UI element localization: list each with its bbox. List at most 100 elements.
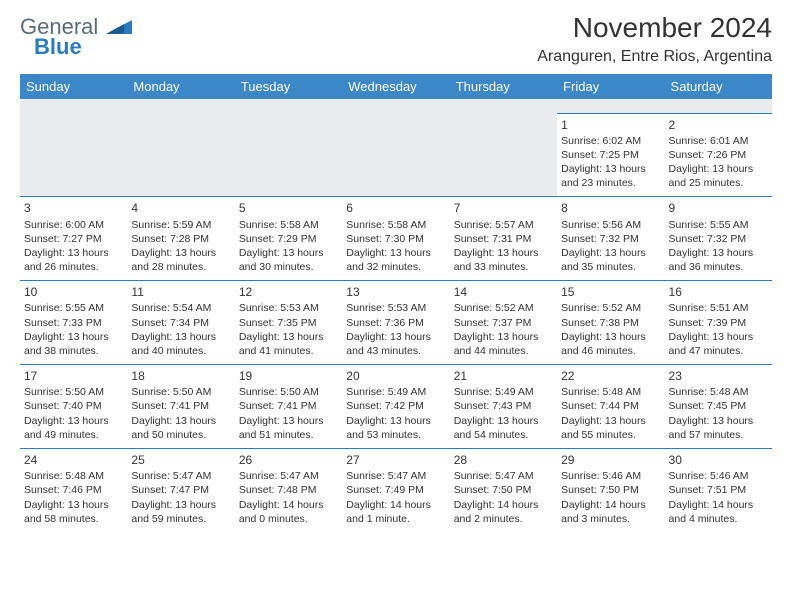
d2-line: and 36 minutes. xyxy=(669,260,768,274)
d2-line: and 54 minutes. xyxy=(454,428,553,442)
d1-line: Daylight: 14 hours xyxy=(669,498,768,512)
day-number: 2 xyxy=(669,117,768,133)
sunset-line: Sunset: 7:44 PM xyxy=(561,399,660,413)
calendar-body: 1Sunrise: 6:02 AMSunset: 7:25 PMDaylight… xyxy=(20,99,772,532)
day-number: 8 xyxy=(561,200,660,216)
logo-text: General Blue xyxy=(20,16,132,58)
sunrise-line: Sunrise: 5:50 AM xyxy=(131,385,230,399)
d1-line: Daylight: 13 hours xyxy=(346,330,445,344)
sunset-line: Sunset: 7:26 PM xyxy=(669,148,768,162)
d2-line: and 57 minutes. xyxy=(669,428,768,442)
sunrise-line: Sunrise: 5:47 AM xyxy=(131,469,230,483)
d2-line: and 26 minutes. xyxy=(24,260,123,274)
d1-line: Daylight: 13 hours xyxy=(454,414,553,428)
logo-blue: Blue xyxy=(34,36,132,58)
day-number: 1 xyxy=(561,117,660,133)
day-cell: 21Sunrise: 5:49 AMSunset: 7:43 PMDayligh… xyxy=(450,365,557,449)
day-cell: 5Sunrise: 5:58 AMSunset: 7:29 PMDaylight… xyxy=(235,197,342,281)
calendar-row: 17Sunrise: 5:50 AMSunset: 7:40 PMDayligh… xyxy=(20,365,772,449)
day-number: 6 xyxy=(346,200,445,216)
d2-line: and 50 minutes. xyxy=(131,428,230,442)
d1-line: Daylight: 13 hours xyxy=(24,246,123,260)
sunrise-line: Sunrise: 5:58 AM xyxy=(239,218,338,232)
day-number: 24 xyxy=(24,452,123,468)
sunrise-line: Sunrise: 5:46 AM xyxy=(669,469,768,483)
d2-line: and 44 minutes. xyxy=(454,344,553,358)
day-header: Saturday xyxy=(665,74,772,99)
d2-line: and 30 minutes. xyxy=(239,260,338,274)
sunset-line: Sunset: 7:31 PM xyxy=(454,232,553,246)
spacer-cell xyxy=(20,99,127,113)
d1-line: Daylight: 13 hours xyxy=(239,414,338,428)
day-cell: 26Sunrise: 5:47 AMSunset: 7:48 PMDayligh… xyxy=(235,449,342,532)
day-number: 5 xyxy=(239,200,338,216)
sunrise-line: Sunrise: 6:02 AM xyxy=(561,134,660,148)
d2-line: and 35 minutes. xyxy=(561,260,660,274)
sunset-line: Sunset: 7:41 PM xyxy=(239,399,338,413)
sunrise-line: Sunrise: 5:47 AM xyxy=(454,469,553,483)
day-header: Friday xyxy=(557,74,664,99)
d1-line: Daylight: 13 hours xyxy=(131,498,230,512)
sunset-line: Sunset: 7:39 PM xyxy=(669,316,768,330)
d1-line: Daylight: 13 hours xyxy=(561,246,660,260)
day-number: 10 xyxy=(24,284,123,300)
sunrise-line: Sunrise: 5:52 AM xyxy=(454,301,553,315)
sunrise-line: Sunrise: 6:01 AM xyxy=(669,134,768,148)
sunrise-line: Sunrise: 5:55 AM xyxy=(669,218,768,232)
sunrise-line: Sunrise: 5:47 AM xyxy=(239,469,338,483)
d1-line: Daylight: 13 hours xyxy=(454,246,553,260)
day-cell: 20Sunrise: 5:49 AMSunset: 7:42 PMDayligh… xyxy=(342,365,449,449)
spacer-row xyxy=(20,99,772,113)
d2-line: and 38 minutes. xyxy=(24,344,123,358)
d1-line: Daylight: 13 hours xyxy=(561,330,660,344)
sunset-line: Sunset: 7:45 PM xyxy=(669,399,768,413)
sunrise-line: Sunrise: 5:49 AM xyxy=(346,385,445,399)
sunset-line: Sunset: 7:49 PM xyxy=(346,483,445,497)
d2-line: and 32 minutes. xyxy=(346,260,445,274)
logo-triangle-icon xyxy=(106,16,132,38)
location: Aranguren, Entre Rios, Argentina xyxy=(537,48,772,66)
day-cell: 3Sunrise: 6:00 AMSunset: 7:27 PMDaylight… xyxy=(20,197,127,281)
day-number: 15 xyxy=(561,284,660,300)
d2-line: and 0 minutes. xyxy=(239,512,338,526)
d1-line: Daylight: 14 hours xyxy=(561,498,660,512)
sunrise-line: Sunrise: 5:58 AM xyxy=(346,218,445,232)
sunrise-line: Sunrise: 5:55 AM xyxy=(24,301,123,315)
sunset-line: Sunset: 7:50 PM xyxy=(454,483,553,497)
day-header: Tuesday xyxy=(235,74,342,99)
day-cell: 23Sunrise: 5:48 AMSunset: 7:45 PMDayligh… xyxy=(665,365,772,449)
sunrise-line: Sunrise: 5:54 AM xyxy=(131,301,230,315)
d1-line: Daylight: 13 hours xyxy=(669,330,768,344)
day-cell: 15Sunrise: 5:52 AMSunset: 7:38 PMDayligh… xyxy=(557,281,664,365)
day-number: 18 xyxy=(131,368,230,384)
day-header: Monday xyxy=(127,74,234,99)
sunset-line: Sunset: 7:43 PM xyxy=(454,399,553,413)
day-cell: 14Sunrise: 5:52 AMSunset: 7:37 PMDayligh… xyxy=(450,281,557,365)
sunrise-line: Sunrise: 5:59 AM xyxy=(131,218,230,232)
sunset-line: Sunset: 7:33 PM xyxy=(24,316,123,330)
sunset-line: Sunset: 7:38 PM xyxy=(561,316,660,330)
sunset-line: Sunset: 7:41 PM xyxy=(131,399,230,413)
sunset-line: Sunset: 7:34 PM xyxy=(131,316,230,330)
spacer-cell xyxy=(127,99,234,113)
day-cell: 28Sunrise: 5:47 AMSunset: 7:50 PMDayligh… xyxy=(450,449,557,532)
sunrise-line: Sunrise: 6:00 AM xyxy=(24,218,123,232)
day-number: 26 xyxy=(239,452,338,468)
day-number: 17 xyxy=(24,368,123,384)
d1-line: Daylight: 14 hours xyxy=(346,498,445,512)
day-number: 28 xyxy=(454,452,553,468)
sunrise-line: Sunrise: 5:49 AM xyxy=(454,385,553,399)
day-cell: 16Sunrise: 5:51 AMSunset: 7:39 PMDayligh… xyxy=(665,281,772,365)
sunset-line: Sunset: 7:29 PM xyxy=(239,232,338,246)
d2-line: and 4 minutes. xyxy=(669,512,768,526)
day-cell: 27Sunrise: 5:47 AMSunset: 7:49 PMDayligh… xyxy=(342,449,449,532)
d1-line: Daylight: 13 hours xyxy=(24,414,123,428)
empty-cell xyxy=(342,113,449,197)
d1-line: Daylight: 13 hours xyxy=(669,414,768,428)
day-cell: 9Sunrise: 5:55 AMSunset: 7:32 PMDaylight… xyxy=(665,197,772,281)
sunset-line: Sunset: 7:50 PM xyxy=(561,483,660,497)
day-header-row: SundayMondayTuesdayWednesdayThursdayFrid… xyxy=(20,74,772,99)
sunrise-line: Sunrise: 5:46 AM xyxy=(561,469,660,483)
d2-line: and 28 minutes. xyxy=(131,260,230,274)
empty-cell xyxy=(450,113,557,197)
